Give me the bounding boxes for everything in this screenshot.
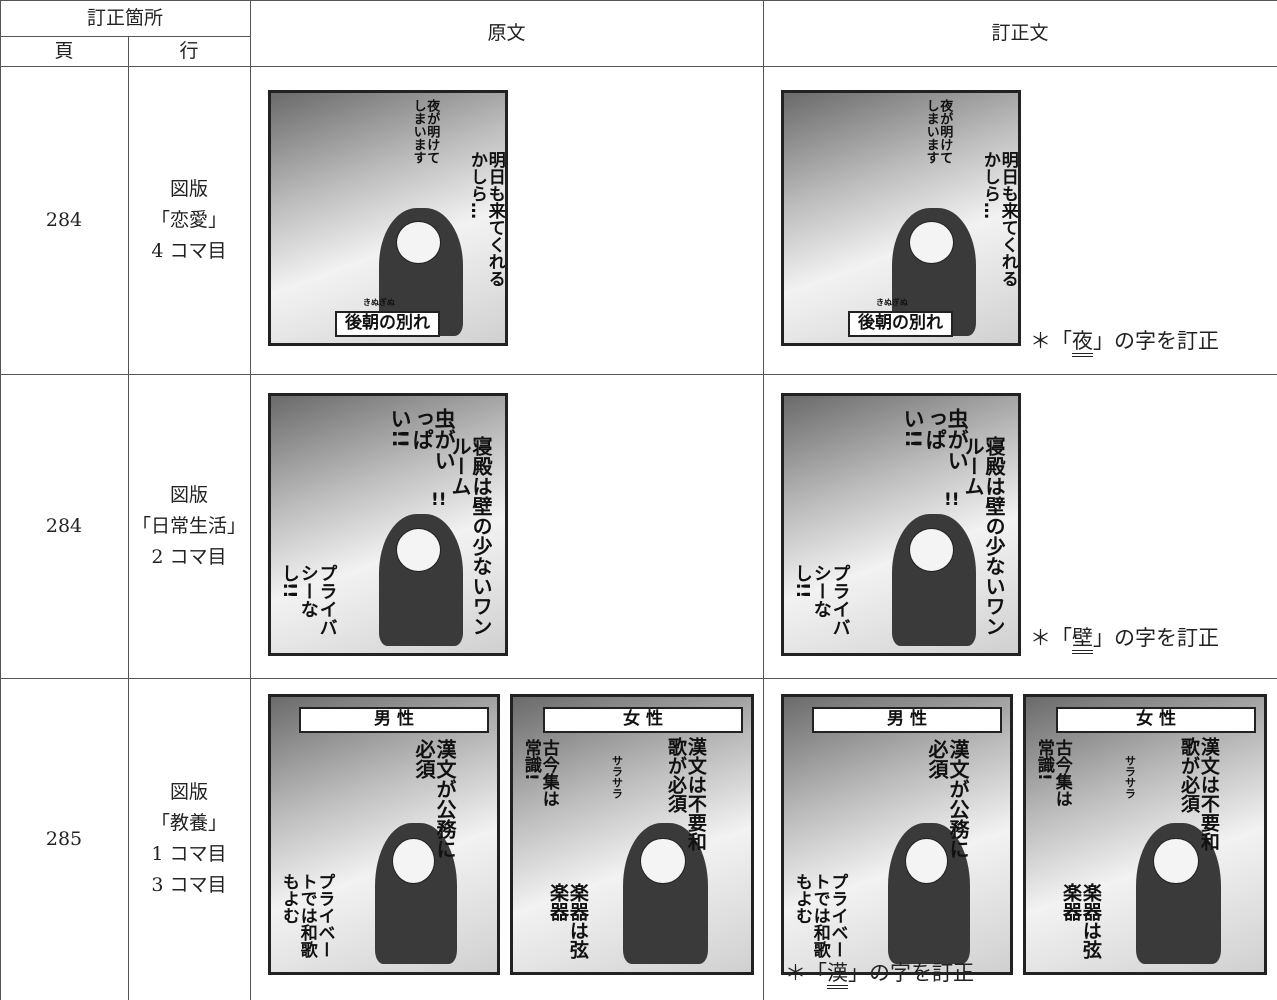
rule (250, 0, 251, 1000)
rule (763, 0, 764, 1000)
rule (0, 374, 1277, 375)
panel-text: 明日も来てくれるかしら… (466, 151, 505, 287)
location-line: 図版 (169, 781, 208, 803)
illustration-panel: 夜が明けてしまいます 明日も来てくれるかしら… きぬぎぬ後朝の別れ (268, 90, 508, 346)
panel-text: 古今集は常識! (1033, 739, 1072, 807)
panel-text: きぬぎぬ (363, 298, 395, 307)
illustration-panel: 男 性漢文が公務に必須プライベートでは和歌もよむ (268, 694, 500, 975)
panel-text: サラサラ (1123, 755, 1137, 799)
panel-text: 男 性 (299, 707, 489, 733)
panel-text: 後朝の別れ (848, 311, 953, 337)
note-prefix: ＊「 (1030, 626, 1072, 650)
rule (0, 678, 1277, 679)
location-line: 図版 (169, 177, 208, 200)
panel-text: !! (944, 490, 960, 510)
header-location: 訂正箇所 (86, 7, 163, 29)
location-line: 「日常生活」 (131, 514, 246, 537)
panel-text: 漢文が公務に必須 (925, 739, 970, 859)
corrected-char: 漢 (827, 961, 848, 989)
corrected-char: 壁 (1072, 626, 1093, 654)
illustration-panel: 女 性漢文は不要和歌が必須 古今集は常識! サラサラ楽器は弦楽器 (1023, 694, 1267, 975)
panel-text: 後朝の別れ (335, 311, 440, 337)
corrected-char: 夜 (1072, 329, 1093, 357)
figure-face (1152, 837, 1199, 885)
location: 図版「教養」 1 コマ目 3 コマ目 (128, 678, 250, 1000)
panel-text: 漢文が公務に必須 (412, 739, 457, 859)
page-number: 284 (45, 515, 83, 537)
panel-text: きぬぎぬ (876, 298, 908, 307)
panel-text: !! (431, 490, 447, 510)
location-line: 「恋愛」 (150, 208, 227, 231)
header-line: 行 (179, 40, 199, 62)
panel-text: 男 性 (812, 707, 1002, 733)
location-line: 「教養」 (150, 812, 227, 834)
illustration-panel: 男 性漢文が公務に必須プライベートでは和歌もよむ (781, 694, 1013, 975)
location: 図版「日常生活」 2 コマ目 (128, 374, 250, 678)
panel-text: 夜が明けてしまいます (923, 99, 953, 164)
illustration-panel: 虫がいっぱい!! 寝殿は壁の少ないワンルームプライバシーなし!!!! (268, 393, 508, 656)
panel-text: サラサラ (610, 755, 624, 799)
figure-face (395, 221, 441, 264)
panel-text: プライベートでは和歌もよむ (278, 873, 335, 958)
panel-text: 虫がいっぱい!! (388, 408, 457, 471)
panel-text: 夜が明けてしまいます (410, 99, 440, 164)
illustration-panel: 女 性漢文は不要和歌が必須 古今集は常識! サラサラ楽器は弦楽器 (510, 694, 754, 975)
correction-note: ＊「夜」の字を訂正 (1030, 325, 1219, 357)
location: 図版「恋愛」 4 コマ目 (128, 66, 250, 374)
rule (0, 66, 1277, 67)
panel-text: 楽器は弦楽器 (546, 883, 589, 959)
figure-face (904, 837, 949, 885)
note-suffix: 」の字を訂正 (848, 961, 974, 985)
location-line: 3 コマ目 (151, 874, 227, 896)
figure-face (908, 221, 954, 264)
panel-text: プライベートでは和歌もよむ (791, 873, 848, 958)
panel-text: 楽器は弦楽器 (1059, 883, 1102, 959)
rule (128, 36, 129, 1000)
panel-text: 寝殿は壁の少ないワンルーム (448, 436, 493, 636)
figure-face (395, 527, 441, 572)
panel-text: 寝殿は壁の少ないワンルーム (961, 436, 1006, 636)
note-suffix: 」の字を訂正 (1093, 626, 1219, 650)
figure-face (639, 837, 686, 885)
illustration-panel: 虫がいっぱい!! 寝殿は壁の少ないワンルームプライバシーなし!!!! (781, 393, 1021, 656)
page-number: 284 (45, 209, 83, 231)
panel-text: 漢文は不要和歌が必須 (1177, 737, 1220, 851)
rule (0, 0, 1, 1000)
location-line: 4 コマ目 (151, 239, 227, 262)
panel-text: プライバシーなし!! (278, 564, 338, 636)
location-line: 図版 (169, 483, 208, 506)
note-suffix: 」の字を訂正 (1093, 329, 1219, 353)
header-page: 頁 (54, 40, 74, 62)
figure-face (908, 527, 954, 572)
rule (0, 0, 1277, 1)
panel-text: 明日も来てくれるかしら… (979, 151, 1018, 287)
page-number: 285 (45, 828, 83, 850)
panel-text: 古今集は常識! (520, 739, 559, 807)
illustration-panel: 夜が明けてしまいます 明日も来てくれるかしら… きぬぎぬ後朝の別れ (781, 90, 1021, 346)
correction-note: ＊「壁」の字を訂正 (1030, 622, 1219, 654)
header-original: 原文 (487, 22, 526, 44)
panel-text: 女 性 (1056, 707, 1256, 733)
panel-text: 虫がいっぱい!! (901, 408, 970, 471)
figure-face (391, 837, 436, 885)
header-corrected: 訂正文 (991, 22, 1049, 44)
note-prefix: ＊「 (1030, 329, 1072, 353)
panel-text: プライバシーなし!! (791, 564, 851, 636)
location-line: 2 コマ目 (151, 545, 227, 568)
panel-text: 漢文は不要和歌が必須 (664, 737, 707, 851)
panel-text: 女 性 (543, 707, 743, 733)
location-line: 1 コマ目 (151, 843, 227, 865)
correction-note: ＊「漢」の字を訂正 (785, 957, 974, 989)
note-prefix: ＊「 (785, 961, 827, 985)
rule (0, 36, 250, 37)
